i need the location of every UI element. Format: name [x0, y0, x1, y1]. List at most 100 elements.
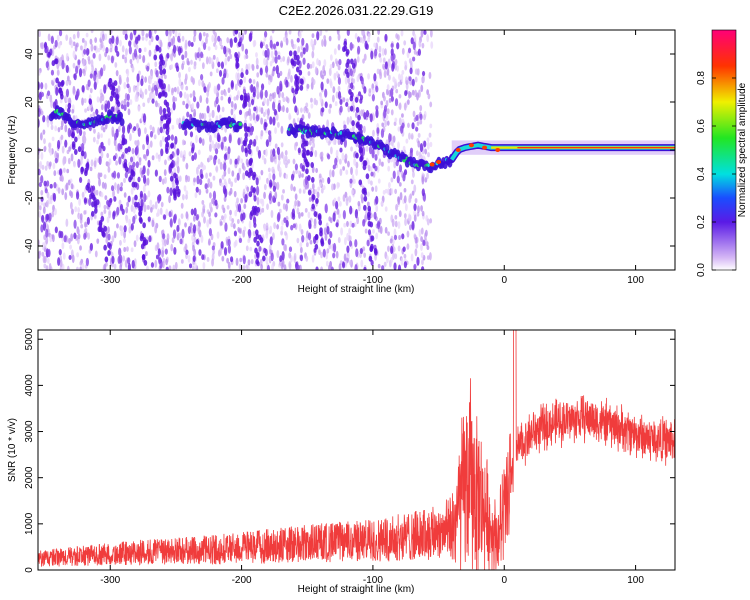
noise-blob — [193, 112, 196, 118]
noise-blob — [276, 181, 280, 191]
noise-blob — [171, 237, 175, 244]
noise-blob — [305, 102, 309, 108]
noise-blob — [426, 172, 429, 180]
noise-blob — [277, 201, 281, 207]
noise-blob — [159, 139, 163, 148]
noise-blob — [300, 30, 304, 33]
streak-blob — [256, 240, 260, 247]
noise-blob — [214, 31, 217, 38]
noise-blob — [129, 58, 133, 65]
streak-blob — [67, 107, 71, 114]
noise-blob-dark — [126, 124, 131, 134]
noise-blob — [131, 65, 135, 73]
noise-blob — [184, 43, 188, 51]
noise-blob-dark — [301, 234, 305, 243]
noise-blob-dark — [354, 264, 358, 270]
noise-blob-dark — [249, 130, 253, 136]
noise-blob — [263, 57, 266, 66]
noise-blob-dark — [348, 240, 353, 247]
noise-blob-dark — [40, 82, 44, 90]
noise-blob — [278, 208, 282, 214]
streak-blob — [162, 107, 167, 114]
noise-blob — [195, 134, 198, 144]
noise-blob-dark — [227, 146, 231, 155]
noise-blob — [344, 153, 348, 161]
noise-blob-dark — [88, 98, 93, 105]
noise-blob — [217, 249, 221, 257]
noise-blob-dark — [337, 77, 342, 85]
noise-blob-dark — [301, 37, 305, 46]
noise-blob-dark — [360, 76, 364, 85]
noise-blob — [314, 150, 318, 158]
noise-blob — [263, 224, 267, 232]
noise-blob — [207, 46, 211, 51]
noise-blob — [361, 38, 365, 44]
streak-blob — [94, 207, 98, 214]
noise-blob — [208, 155, 212, 162]
noise-blob — [411, 190, 415, 196]
noise-blob — [305, 242, 309, 248]
noise-blob-dark — [390, 43, 394, 48]
noise-blob — [77, 228, 80, 235]
noise-blob-dark — [413, 203, 417, 212]
noise-blob-dark — [181, 54, 185, 61]
noise-blob — [100, 92, 104, 98]
noise-blob — [346, 232, 349, 241]
streak-blob — [239, 94, 244, 101]
noise-blob — [223, 170, 227, 177]
noise-blob-dark — [61, 59, 65, 70]
noise-blob — [197, 149, 201, 156]
noise-blob-dark — [277, 102, 281, 113]
noise-blob-dark — [98, 156, 102, 165]
streak-blob — [170, 142, 175, 149]
noise-blob — [269, 95, 273, 102]
noise-blob — [408, 58, 412, 64]
noise-blob-dark — [135, 145, 139, 155]
noise-blob-dark — [264, 248, 268, 257]
noise-blob — [252, 112, 256, 121]
noise-blob — [102, 126, 106, 133]
noise-blob — [197, 226, 201, 235]
noise-blob-dark — [266, 48, 270, 58]
noise-blob-dark — [78, 128, 83, 137]
noise-blob — [69, 36, 72, 46]
streak-blob — [311, 203, 315, 210]
noise-blob — [236, 197, 239, 204]
noise-blob-dark — [155, 69, 159, 78]
streak-blob — [307, 189, 312, 196]
noise-blob — [331, 183, 334, 191]
noise-blob — [350, 166, 353, 175]
noise-blob — [128, 218, 132, 227]
noise-blob-dark — [105, 46, 109, 54]
noise-blob — [230, 181, 234, 188]
noise-blob — [100, 104, 104, 111]
noise-blob-dark — [38, 182, 42, 188]
noise-blob — [267, 167, 271, 173]
streak-blob — [296, 59, 300, 66]
streak-blob — [355, 106, 360, 113]
noise-blob — [226, 205, 230, 210]
streak-blob — [302, 152, 307, 159]
noise-blob — [379, 57, 383, 63]
noise-blob — [282, 203, 286, 210]
noise-blob — [424, 148, 428, 155]
noise-blob-dark — [263, 121, 267, 131]
noise-blob — [328, 108, 332, 114]
noise-blob — [413, 214, 417, 222]
noise-blob — [347, 105, 351, 113]
noise-blob — [209, 71, 213, 77]
noise-blob-dark — [400, 125, 404, 134]
noise-blob — [353, 157, 357, 166]
streak-blob — [237, 41, 242, 48]
streak-blob — [350, 58, 354, 65]
noise-blob — [377, 263, 381, 269]
noise-blob-dark — [404, 90, 408, 97]
noise-blob — [161, 249, 164, 258]
noise-blob — [178, 175, 182, 182]
noise-blob — [421, 259, 424, 266]
noise-blob — [157, 126, 160, 136]
noise-blob-dark — [187, 225, 192, 235]
noise-blob-dark — [265, 139, 269, 148]
snr-frame — [37, 329, 676, 571]
streak-blob — [244, 170, 249, 177]
